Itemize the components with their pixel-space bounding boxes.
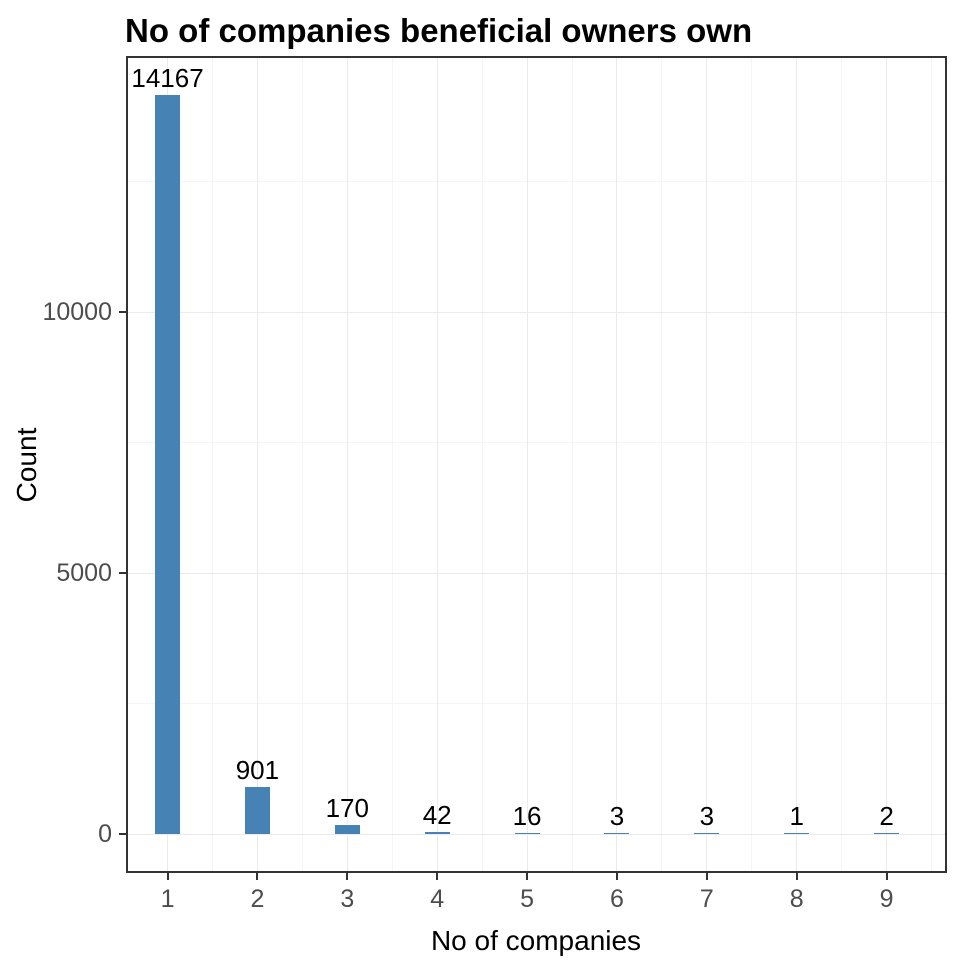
x-tick-label: 1 bbox=[160, 885, 175, 913]
bar-value-label: 14167 bbox=[131, 62, 204, 93]
x-tick-label: 8 bbox=[789, 885, 804, 913]
y-tick-label: 0 bbox=[98, 820, 112, 849]
y-axis-title: Count bbox=[11, 427, 42, 503]
bar bbox=[874, 832, 900, 835]
gridline-minor-vertical bbox=[931, 58, 933, 871]
gridline-major-vertical bbox=[256, 58, 258, 871]
x-tick-label: 7 bbox=[699, 885, 714, 913]
y-tick-mark bbox=[119, 311, 126, 314]
x-tick-label: 4 bbox=[430, 885, 445, 913]
bar-value-label: 170 bbox=[325, 793, 369, 824]
gridline-major-vertical bbox=[706, 58, 708, 871]
bar bbox=[784, 832, 810, 835]
x-tick-label: 6 bbox=[609, 885, 624, 913]
x-tick-mark bbox=[346, 873, 349, 880]
gridline-minor-vertical bbox=[211, 58, 213, 871]
bar bbox=[155, 94, 181, 835]
gridline-major-vertical bbox=[346, 58, 348, 871]
bar bbox=[424, 831, 450, 835]
gridline-major-vertical bbox=[796, 58, 798, 871]
gridline-minor-vertical bbox=[571, 58, 573, 871]
bar-value-label: 901 bbox=[235, 755, 280, 786]
bar bbox=[604, 832, 630, 835]
y-tick-mark bbox=[119, 572, 126, 575]
bar-value-label: 2 bbox=[879, 800, 894, 831]
gridline-major-vertical bbox=[616, 58, 618, 871]
gridline-major-horizontal bbox=[128, 572, 945, 574]
bar-value-label: 3 bbox=[699, 800, 715, 831]
bar bbox=[694, 832, 720, 835]
gridline-minor-vertical bbox=[481, 58, 483, 871]
x-tick-label: 3 bbox=[340, 885, 355, 913]
x-tick-mark bbox=[615, 873, 618, 880]
gridline-minor-vertical bbox=[391, 58, 393, 871]
gridline-major-vertical bbox=[886, 58, 888, 871]
gridline-minor-vertical bbox=[661, 58, 663, 871]
bar-value-label: 3 bbox=[609, 800, 625, 831]
x-tick-mark bbox=[526, 873, 529, 880]
gridline-minor-horizontal bbox=[128, 442, 945, 444]
plot-panel: 14167 901 170 42 16 3 3 1 2 bbox=[126, 56, 947, 873]
bar bbox=[514, 832, 540, 835]
x-tick-mark bbox=[256, 873, 259, 880]
x-tick-label: 2 bbox=[250, 885, 265, 913]
x-tick-label: 9 bbox=[879, 885, 894, 913]
gridline-minor-horizontal bbox=[128, 181, 945, 183]
gridline-major-horizontal bbox=[128, 833, 945, 835]
x-tick-label: 5 bbox=[520, 885, 535, 913]
x-axis-title: No of companies bbox=[430, 925, 642, 956]
gridline-minor-vertical bbox=[301, 58, 303, 871]
gridline-minor-vertical bbox=[841, 58, 843, 871]
y-tick-mark bbox=[119, 833, 126, 836]
gridline-minor-vertical bbox=[751, 58, 753, 871]
gridline-major-vertical bbox=[526, 58, 528, 871]
chart-title: No of companies beneficial owners own bbox=[125, 12, 753, 49]
x-tick-mark bbox=[166, 873, 169, 880]
gridline-major-horizontal bbox=[128, 311, 945, 313]
x-tick-mark bbox=[436, 873, 439, 880]
y-tick-label: 10000 bbox=[42, 298, 112, 327]
bar bbox=[334, 825, 360, 835]
x-tick-mark bbox=[795, 873, 798, 880]
x-tick-mark bbox=[705, 873, 708, 880]
x-tick-mark bbox=[885, 873, 888, 880]
bar-value-label: 16 bbox=[512, 800, 542, 831]
gridline-minor-horizontal bbox=[128, 703, 945, 705]
bar bbox=[244, 787, 270, 835]
bar-value-label: 42 bbox=[422, 799, 452, 830]
y-tick-label: 5000 bbox=[56, 559, 112, 588]
bar-value-label: 1 bbox=[789, 800, 804, 831]
gridline-major-vertical bbox=[436, 58, 438, 871]
